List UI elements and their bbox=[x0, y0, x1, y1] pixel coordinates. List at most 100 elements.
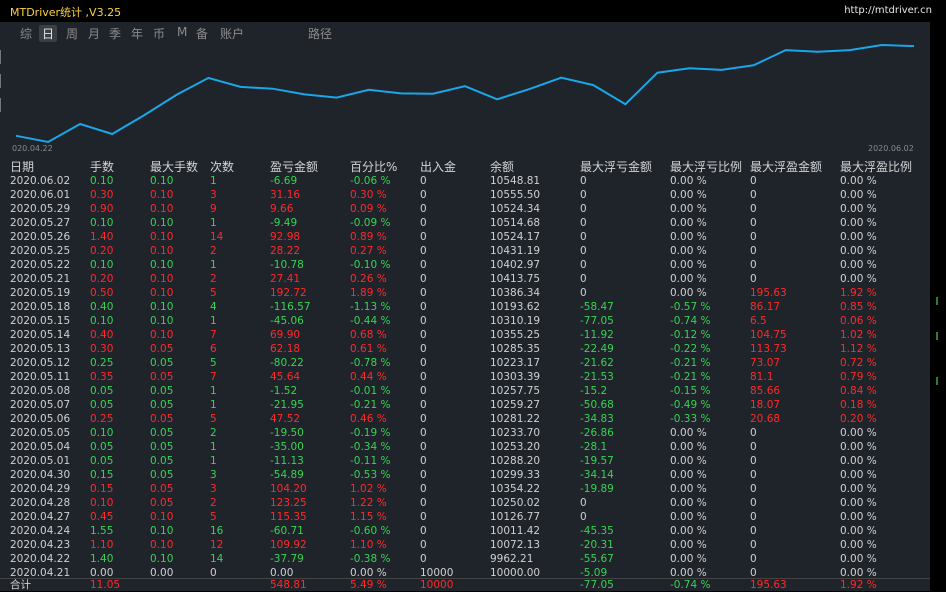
table-row[interactable]: 2020.04.28 0.10 0.05 2 123.25 1.22 % 0 10250.02… bbox=[0, 496, 930, 510]
table-row[interactable]: 2020.05.26 1.40 0.10 14 92.98 0.89 % 0 10524.17… bbox=[0, 230, 930, 244]
tab-notes[interactable]: 备 bbox=[196, 27, 209, 41]
table-row[interactable]: 2020.05.27 0.10 0.10 1 -9.49 -0.09 % 0 10514.68… bbox=[0, 216, 930, 230]
table-row[interactable]: 2020.05.01 0.05 0.05 1 -11.13 -0.11 % 0 10288.2… bbox=[0, 454, 930, 468]
table-row[interactable]: 2020.05.12 0.25 0.05 5 -80.22 -0.78 % 0 10223.1… bbox=[0, 356, 930, 370]
cell-max-lots: 0.05 bbox=[150, 469, 174, 481]
table-row[interactable]: 2020.05.05 0.10 0.05 2 -19.50 -0.19 % 0 10233.7… bbox=[0, 426, 930, 440]
column-header-max-float-loss-pct[interactable]: 最大浮亏比例 bbox=[670, 160, 743, 174]
column-header-count[interactable]: 次数 bbox=[210, 160, 235, 174]
cell-max-float-profit: 6.5 bbox=[750, 315, 767, 327]
tab-month[interactable]: 月 bbox=[88, 27, 101, 41]
vertical-scrollbar[interactable] bbox=[930, 22, 946, 591]
cell-pnl: 115.35 bbox=[270, 511, 307, 523]
tab-day[interactable]: 日 bbox=[39, 25, 58, 42]
table-row[interactable]: 2020.05.06 0.25 0.05 5 47.52 0.46 % 0 10281.22 -… bbox=[0, 412, 930, 426]
tab-currency[interactable]: 币 bbox=[153, 27, 166, 41]
total-max-float-profit-pct: 1.92 % bbox=[840, 579, 877, 591]
table-row[interactable]: 2020.04.24 1.55 0.10 16 -60.71 -0.60 % 0 10011.… bbox=[0, 524, 930, 538]
cell-percent: 1.02 % bbox=[350, 483, 387, 495]
cell-count: 3 bbox=[210, 469, 217, 481]
cell-max-float-loss: -19.57 bbox=[580, 455, 614, 467]
column-header-max-float-loss[interactable]: 最大浮亏金额 bbox=[580, 160, 653, 174]
table-row[interactable]: 2020.04.22 1.40 0.10 14 -37.79 -0.38 % 0 9962.2… bbox=[0, 552, 930, 566]
chart-start-date: 020.04.22 bbox=[12, 144, 53, 153]
column-header-date[interactable]: 日期 bbox=[10, 160, 35, 174]
cell-max-float-profit: 0 bbox=[750, 483, 757, 495]
cell-date: 2020.05.19 bbox=[10, 287, 71, 299]
cell-max-float-profit-pct: 0.00 % bbox=[840, 203, 877, 215]
table-row[interactable]: 2020.05.13 0.30 0.05 6 62.18 0.61 % 0 10285.35 -… bbox=[0, 342, 930, 356]
table-row[interactable]: 2020.04.23 1.10 0.10 12 109.92 1.10 % 0 10072.1… bbox=[0, 538, 930, 552]
cell-date: 2020.06.01 bbox=[10, 189, 71, 201]
cell-percent: -0.21 % bbox=[350, 399, 391, 411]
cell-max-float-loss: 0 bbox=[580, 231, 587, 243]
tab-m[interactable]: M bbox=[177, 25, 188, 39]
tab-year[interactable]: 年 bbox=[131, 27, 144, 41]
table-row[interactable]: 2020.05.25 0.20 0.10 2 28.22 0.27 % 0 10431.19 0… bbox=[0, 244, 930, 258]
tab-week[interactable]: 周 bbox=[66, 27, 79, 41]
table-row[interactable]: 2020.05.29 0.90 0.10 9 9.66 0.09 % 0 10524.34 0 0… bbox=[0, 202, 930, 216]
cell-lots: 0.90 bbox=[90, 203, 114, 215]
cell-lots: 0.30 bbox=[90, 343, 114, 355]
column-header-max-lots[interactable]: 最大手数 bbox=[150, 160, 199, 174]
cell-date: 2020.04.21 bbox=[10, 567, 71, 579]
cell-max-float-loss-pct: 0.00 % bbox=[670, 483, 707, 495]
table-row[interactable]: 2020.05.22 0.10 0.10 1 -10.78 -0.10 % 0 10402.9… bbox=[0, 258, 930, 272]
column-header-balance[interactable]: 余额 bbox=[490, 160, 515, 174]
cell-count: 5 bbox=[210, 413, 217, 425]
cell-max-float-loss-pct: -0.33 % bbox=[670, 413, 711, 425]
table-row[interactable]: 2020.04.29 0.15 0.05 3 104.20 1.02 % 0 10354.22… bbox=[0, 482, 930, 496]
tab-summary[interactable]: 综 bbox=[20, 27, 33, 41]
table-row[interactable]: 2020.06.02 0.10 0.10 1 -6.69 -0.06 % 0 10548.81… bbox=[0, 174, 930, 188]
table-row[interactable]: 2020.05.14 0.40 0.10 7 69.90 0.68 % 0 10355.25 -… bbox=[0, 328, 930, 342]
cell-lots: 0.25 bbox=[90, 413, 114, 425]
cell-deposit: 0 bbox=[420, 539, 427, 551]
table-row[interactable]: 2020.04.30 0.15 0.05 3 -54.89 -0.53 % 0 10299.3… bbox=[0, 468, 930, 482]
table-row[interactable]: 2020.05.07 0.05 0.05 1 -21.95 -0.21 % 0 10259.2… bbox=[0, 398, 930, 412]
tab-account[interactable]: 账户 bbox=[220, 27, 245, 41]
table-row[interactable]: 2020.06.01 0.30 0.10 3 31.16 0.30 % 0 10555.50 0… bbox=[0, 188, 930, 202]
column-header-percent[interactable]: 百分比% bbox=[350, 160, 398, 174]
table-row[interactable]: 2020.05.11 0.35 0.05 7 45.64 0.44 % 0 10303.39 -… bbox=[0, 370, 930, 384]
cell-date: 2020.05.26 bbox=[10, 231, 71, 243]
tab-path[interactable]: 路径 bbox=[308, 27, 333, 41]
table-row[interactable]: 2020.04.21 0.00 0.00 0 0.00 0.00 % 10000 10000.… bbox=[0, 566, 930, 580]
cell-max-lots: 0.10 bbox=[150, 539, 174, 551]
cell-percent: 1.15 % bbox=[350, 511, 387, 523]
table-row[interactable]: 2020.05.15 0.10 0.10 1 -45.06 -0.44 % 0 10310.1… bbox=[0, 314, 930, 328]
table-row[interactable]: 2020.05.08 0.05 0.05 1 -1.52 -0.01 % 0 10257.75… bbox=[0, 384, 930, 398]
cell-max-lots: 0.05 bbox=[150, 371, 174, 383]
column-header-max-float-profit-pct[interactable]: 最大浮盈比例 bbox=[840, 160, 913, 174]
cell-date: 2020.05.13 bbox=[10, 343, 71, 355]
cell-max-float-loss: -21.62 bbox=[580, 357, 614, 369]
scroll-marker bbox=[936, 332, 938, 340]
cell-max-lots: 0.05 bbox=[150, 455, 174, 467]
table-row[interactable]: 2020.05.18 0.40 0.10 4 -116.57 -1.13 % 0 10193.… bbox=[0, 300, 930, 314]
column-header-max-float-profit[interactable]: 最大浮盈金额 bbox=[750, 160, 823, 174]
column-header-deposit[interactable]: 出入金 bbox=[420, 160, 457, 174]
table-row[interactable]: 2020.05.21 0.20 0.10 2 27.41 0.26 % 0 10413.75 0… bbox=[0, 272, 930, 286]
cell-deposit: 0 bbox=[420, 413, 427, 425]
cell-count: 5 bbox=[210, 357, 217, 369]
column-header-pnl[interactable]: 盈亏金额 bbox=[270, 160, 319, 174]
cell-deposit: 0 bbox=[420, 315, 427, 327]
column-header-lots[interactable]: 手数 bbox=[90, 160, 115, 174]
table-header: 日期 手数 最大手数 次数 盈亏金额 百分比% 出入金 余额 最大浮亏金额 最大浮亏比例 最大浮盈金… bbox=[0, 158, 930, 174]
website-link[interactable]: http://mtdriver.cn bbox=[844, 5, 932, 16]
table-row[interactable]: 2020.05.19 0.50 0.10 5 192.72 1.89 % 0 10386.34… bbox=[0, 286, 930, 300]
cell-percent: -0.34 % bbox=[350, 441, 391, 453]
cell-pnl: 9.66 bbox=[270, 203, 294, 215]
table-row[interactable]: 2020.05.04 0.05 0.05 1 -35.00 -0.34 % 0 10253.2… bbox=[0, 440, 930, 454]
cell-pnl: 45.64 bbox=[270, 371, 301, 383]
cell-date: 2020.04.30 bbox=[10, 469, 71, 481]
cell-lots: 0.00 bbox=[90, 567, 114, 579]
cell-max-float-profit-pct: 0.00 % bbox=[840, 217, 877, 229]
table-row[interactable]: 2020.04.27 0.45 0.10 5 115.35 1.15 % 0 10126.77… bbox=[0, 510, 930, 524]
cell-max-float-profit-pct: 0.00 % bbox=[840, 259, 877, 271]
cell-lots: 0.30 bbox=[90, 189, 114, 201]
cell-count: 4 bbox=[210, 301, 217, 313]
cell-max-float-profit-pct: 0.00 % bbox=[840, 567, 877, 579]
tab-quarter[interactable]: 季 bbox=[109, 27, 122, 41]
cell-date: 2020.05.04 bbox=[10, 441, 71, 453]
cell-max-float-loss: -15.2 bbox=[580, 385, 608, 397]
